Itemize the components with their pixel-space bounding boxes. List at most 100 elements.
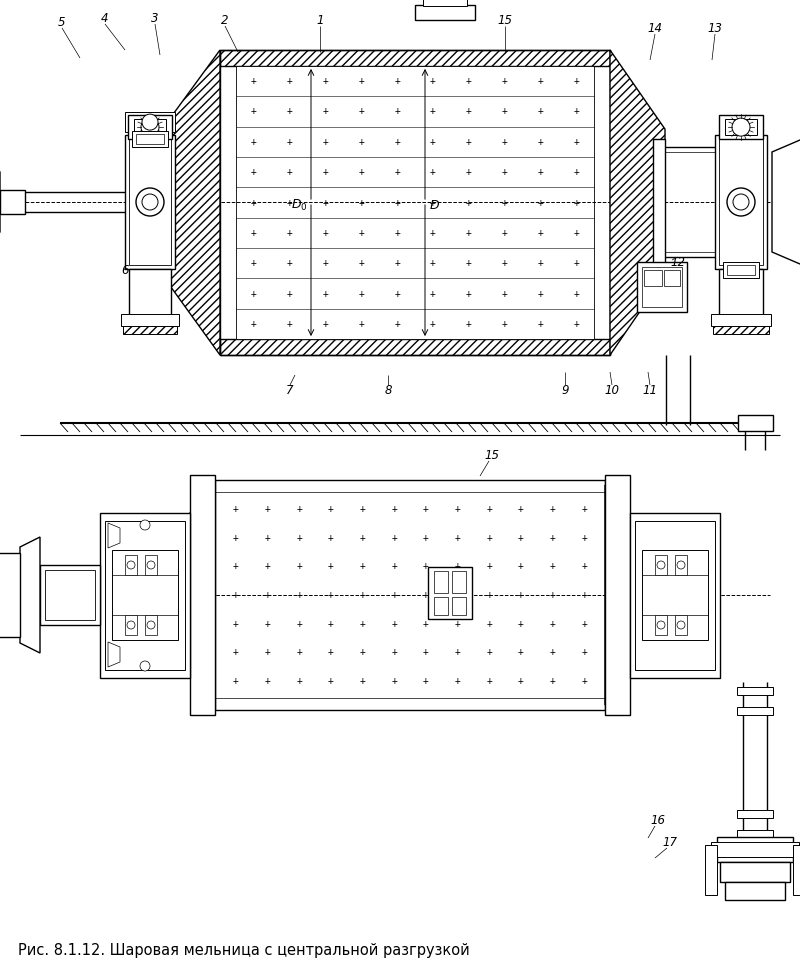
Bar [738,415,773,431]
Text: +: + [394,197,400,207]
Text: +: + [286,107,293,117]
Text: +: + [573,319,579,329]
Bar [737,830,773,838]
Text: +: + [430,167,436,177]
Bar [793,845,800,895]
Polygon shape [108,523,120,548]
Text: +: + [518,562,524,572]
Bar [434,571,448,593]
Circle shape [142,194,158,210]
Text: 1: 1 [316,14,324,26]
Polygon shape [20,537,40,653]
Bar [737,810,773,818]
Text: +: + [518,647,524,657]
Text: +: + [296,676,302,685]
Text: +: + [265,504,270,514]
Polygon shape [108,642,120,667]
Circle shape [142,114,158,130]
Bar [715,135,767,269]
Text: +: + [251,289,257,298]
Text: +: + [394,289,400,298]
Text: +: + [265,562,270,572]
Text: +: + [486,533,492,542]
Polygon shape [772,137,800,267]
Bar [655,555,667,575]
Bar [719,139,763,265]
Text: +: + [233,618,238,629]
Text: +: + [423,562,429,572]
Bar [105,521,185,670]
Bar [129,269,171,324]
Text: +: + [466,107,472,117]
Text: +: + [359,618,366,629]
Bar [675,555,687,575]
Text: +: + [391,647,397,657]
Circle shape [727,188,755,216]
Text: +: + [251,137,257,147]
Bar [428,567,472,619]
Text: +: + [286,197,293,207]
Polygon shape [190,485,215,705]
Text: $D$: $D$ [430,198,441,212]
Bar [423,0,467,6]
Text: +: + [286,76,293,87]
Bar [642,550,708,640]
Circle shape [136,188,164,216]
Text: +: + [486,562,492,572]
Circle shape [732,119,750,136]
Circle shape [677,561,685,569]
Text: +: + [550,562,555,572]
Text: +: + [265,590,270,600]
Text: +: + [573,227,579,238]
Text: +: + [391,504,397,514]
Text: 8: 8 [384,384,392,397]
Text: +: + [582,562,587,572]
Circle shape [140,520,150,530]
Bar [725,120,757,135]
Text: +: + [394,137,400,147]
Text: 10: 10 [605,384,619,397]
Text: +: + [359,647,366,657]
Polygon shape [610,50,665,355]
Text: +: + [430,227,436,238]
Text: +: + [550,533,555,542]
Bar [190,475,215,715]
Text: +: + [358,259,364,268]
Text: +: + [358,227,364,238]
Text: +: + [466,227,472,238]
Text: +: + [251,167,257,177]
Text: +: + [502,227,507,238]
Text: 15: 15 [498,14,513,26]
Circle shape [127,621,135,629]
Text: +: + [394,76,400,87]
Text: +: + [233,647,238,657]
Text: +: + [286,319,293,329]
Text: +: + [502,197,507,207]
Text: +: + [582,647,587,657]
Text: +: + [538,227,543,238]
Text: 14: 14 [647,21,662,34]
Bar [719,115,763,139]
Text: +: + [502,167,507,177]
Text: +: + [518,533,524,542]
Circle shape [657,561,665,569]
Text: +: + [391,590,397,600]
Text: +: + [358,197,364,207]
Bar [737,687,773,695]
Text: +: + [518,618,524,629]
Polygon shape [605,485,630,705]
Text: +: + [296,533,302,542]
Text: +: + [251,227,257,238]
Bar [705,845,717,895]
Text: +: + [233,533,238,542]
Text: +: + [286,259,293,268]
Text: +: + [394,319,400,329]
Circle shape [140,661,150,671]
Text: +: + [550,618,555,629]
Text: 13: 13 [707,21,722,34]
Text: +: + [486,647,492,657]
Text: +: + [454,590,461,600]
Text: +: + [466,76,472,87]
Text: +: + [538,259,543,268]
Text: +: + [423,676,429,685]
